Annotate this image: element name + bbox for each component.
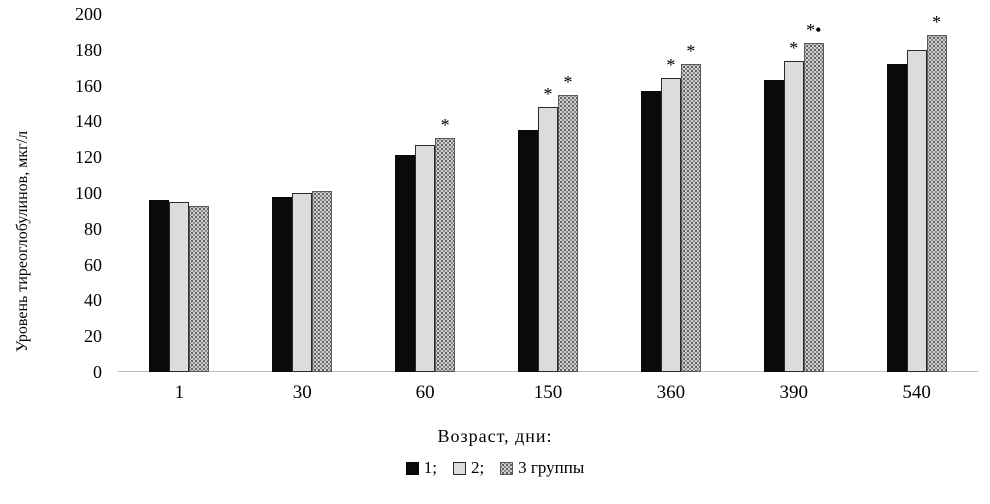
bar-series-2	[415, 144, 436, 372]
y-tick-label: 80	[84, 218, 102, 239]
legend-item-2: 2;	[452, 458, 485, 478]
x-tick-label: 360	[656, 382, 686, 403]
bar-series-1	[886, 64, 907, 372]
bar-group: *	[364, 14, 487, 372]
legend-item-3: 3 группы	[500, 458, 584, 478]
significance-marker: *	[686, 41, 696, 62]
bar-series-1	[395, 155, 416, 372]
y-tick-label: 20	[84, 326, 102, 347]
bar-series-3: *	[558, 73, 578, 372]
bar-series-3: *	[435, 116, 456, 372]
x-axis-labels: 1 30 60 150 360 390 540	[118, 382, 978, 404]
bar-series-1	[149, 200, 170, 372]
legend-swatch-3	[500, 461, 514, 475]
legend-swatch-2	[452, 461, 466, 475]
legend-label: 2;	[470, 458, 485, 477]
y-tick-label: 60	[84, 254, 102, 275]
legend-label: 3 группы	[518, 458, 585, 477]
y-tick-label: 40	[84, 290, 102, 311]
y-tick-label: 200	[75, 4, 102, 24]
bar-series-3: *	[680, 42, 701, 372]
x-tick-label: 540	[902, 382, 931, 403]
legend-swatch-1	[405, 461, 419, 475]
bar-series-2	[906, 49, 927, 372]
plot-area: * * * * * * *• *	[118, 13, 978, 372]
significance-marker: *	[932, 12, 942, 33]
significance-marker: *	[543, 84, 553, 105]
x-tick-label: 30	[292, 382, 312, 403]
y-tick-label: 120	[75, 147, 102, 168]
significance-marker: *	[666, 55, 676, 76]
x-tick-label: 390	[779, 382, 808, 403]
legend-label: 1;	[423, 458, 437, 477]
bar-group: * *	[609, 14, 732, 372]
bar-series-3: *•	[803, 21, 824, 372]
legend-item-1: 1;	[405, 458, 437, 478]
bar-series-2: *	[538, 85, 558, 372]
y-tick-label: 160	[75, 75, 102, 96]
y-axis-ticks: 0 20 40 60 80 100 120 140 160 180 200	[30, 5, 102, 381]
x-tick-label: 60	[415, 382, 435, 403]
bar-series-2	[292, 193, 313, 372]
bar-group: * *	[487, 14, 610, 372]
bar-series-2	[169, 201, 190, 372]
significance-marker: *	[440, 114, 450, 135]
bar-series-1	[272, 196, 293, 372]
significance-marker: *	[789, 37, 799, 58]
significance-marker: *•	[806, 19, 822, 40]
significance-marker: *	[563, 71, 573, 92]
y-tick-label: 100	[75, 183, 102, 203]
bar-series-3	[189, 205, 210, 372]
y-tick-label: 140	[75, 111, 102, 132]
legend: 1; 2; 3 группы	[0, 458, 990, 478]
bar-groups: * * * * * * *• *	[118, 13, 978, 372]
bar-series-3	[312, 191, 333, 372]
bar-group	[241, 14, 364, 372]
bar-group	[118, 14, 241, 372]
bar-group: * *•	[732, 14, 855, 372]
bar-series-1	[763, 80, 784, 372]
bar-series-3: *	[926, 13, 947, 372]
x-tick-label: 1	[174, 382, 185, 403]
y-tick-label: 180	[75, 39, 102, 60]
x-tick-label: 150	[533, 382, 563, 403]
bar-series-2: *	[660, 56, 681, 372]
bar-series-1	[640, 90, 661, 372]
bar-series-2: *	[783, 39, 804, 372]
x-axis-title: Возраст, дни:	[437, 426, 553, 446]
bar-series-1	[518, 130, 538, 372]
bar-group: *	[855, 13, 978, 372]
y-tick-label: 0	[93, 362, 102, 382]
